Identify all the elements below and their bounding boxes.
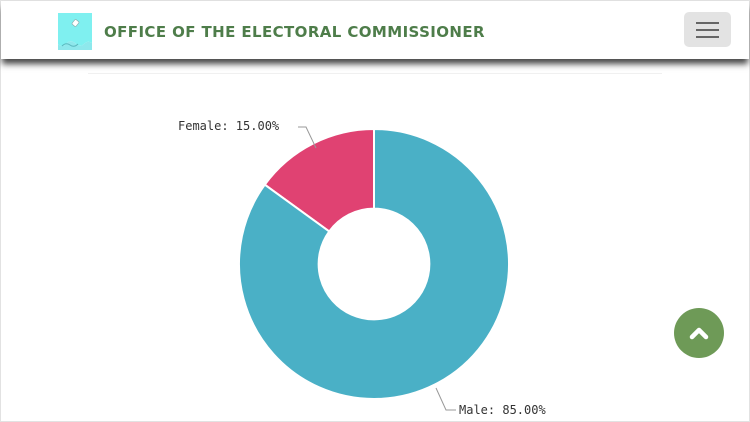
menu-toggle-button[interactable] — [684, 12, 731, 47]
chevron-up-icon — [689, 327, 709, 340]
section-divider — [88, 73, 662, 74]
scroll-to-top-button[interactable] — [674, 308, 724, 358]
site-title[interactable]: OFFICE OF THE ELECTORAL COMMISSIONER — [104, 23, 485, 41]
navbar: OFFICE OF THE ELECTORAL COMMISSIONER — [1, 1, 749, 59]
chart-label-female: Female: 15.00% — [178, 119, 280, 133]
label-connector-line — [435, 387, 456, 411]
label-connector-line — [298, 126, 317, 149]
electoral-logo-icon[interactable] — [58, 13, 92, 50]
chart-slice-female[interactable] — [263, 127, 375, 233]
chart-slice-male[interactable] — [238, 127, 510, 400]
chart-label-male: Male: 85.00% — [459, 403, 546, 417]
